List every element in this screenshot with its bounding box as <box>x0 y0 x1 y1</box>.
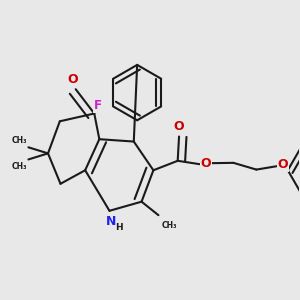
Text: O: O <box>174 120 184 133</box>
Text: CH₃: CH₃ <box>162 220 177 230</box>
Text: CH₃: CH₃ <box>11 162 27 171</box>
Text: H: H <box>115 223 123 232</box>
Text: O: O <box>200 157 211 170</box>
Text: O: O <box>278 158 288 171</box>
Text: O: O <box>67 73 78 86</box>
Text: F: F <box>94 99 102 112</box>
Text: N: N <box>106 215 116 228</box>
Text: CH₃: CH₃ <box>11 136 27 145</box>
